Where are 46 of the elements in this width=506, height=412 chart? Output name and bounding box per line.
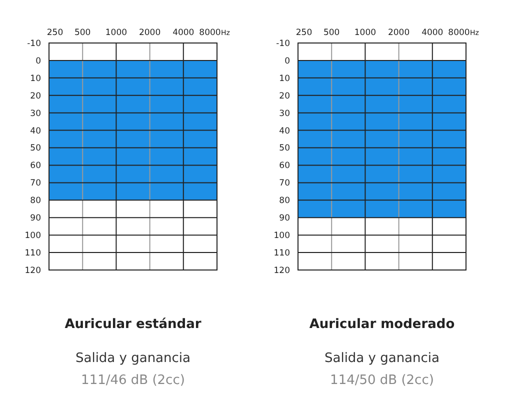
x-tick-label: 2000 <box>388 28 410 38</box>
y-tick-label: 110 <box>274 248 290 259</box>
y-tick-label: 120 <box>24 266 41 276</box>
y-tick-label: 40 <box>279 126 290 136</box>
x-tick-label: 250 <box>296 28 312 38</box>
y-tick-label: 60 <box>279 161 290 172</box>
y-tick-label: 40 <box>30 126 41 136</box>
y-tick-label: 100 <box>24 231 41 242</box>
x-tick-label: 4000 <box>172 28 194 38</box>
y-tick-label: 120 <box>274 266 290 276</box>
x-tick-label: 1000 <box>105 28 128 38</box>
y-tick-label: 0 <box>284 56 290 66</box>
y-tick-label: 30 <box>279 108 290 119</box>
y-tick-label: -10 <box>276 38 290 49</box>
y-tick-label: 70 <box>279 178 290 189</box>
text: Auricular estándar <box>64 317 202 332</box>
text: 111/46 dB (2cc) <box>81 373 185 388</box>
y-tick-label: 10 <box>30 74 41 84</box>
y-tick-label: 100 <box>274 231 290 242</box>
y-tick-label: 30 <box>30 108 41 119</box>
y-tick-label: 80 <box>279 196 290 206</box>
x-tick-label: 8000 <box>199 28 221 38</box>
y-tick-label: 90 <box>279 214 290 224</box>
y-tick-label: 10 <box>279 74 290 84</box>
y-tick-label: -10 <box>27 38 41 49</box>
x-tick-label: 250 <box>46 28 64 38</box>
y-tick-label: 70 <box>30 178 41 189</box>
y-tick-label: 80 <box>30 196 41 206</box>
text: Salida y ganancia <box>324 351 440 366</box>
text: 114/50 dB (2cc) <box>330 373 434 388</box>
x-tick-label: 500 <box>323 28 340 38</box>
y-tick-label: 50 <box>30 144 41 154</box>
text: Salida y ganancia <box>75 351 191 366</box>
x-tick-label: 4000 <box>422 28 444 38</box>
y-tick-label: 0 <box>36 56 41 66</box>
x-tick-label: 2000 <box>138 28 161 38</box>
x-tick-label: 8000 <box>448 28 470 38</box>
x-tick-label: 1000 <box>354 28 376 38</box>
y-tick-label: 50 <box>279 144 290 154</box>
y-tick-label: 90 <box>30 214 41 224</box>
y-tick-label: 20 <box>30 91 41 102</box>
y-tick-label: 20 <box>279 91 290 102</box>
y-tick-label: 110 <box>24 248 41 259</box>
y-tick-label: 60 <box>30 161 41 172</box>
x-tick-label: 500 <box>74 28 91 38</box>
text: Auricular moderado <box>309 317 455 332</box>
